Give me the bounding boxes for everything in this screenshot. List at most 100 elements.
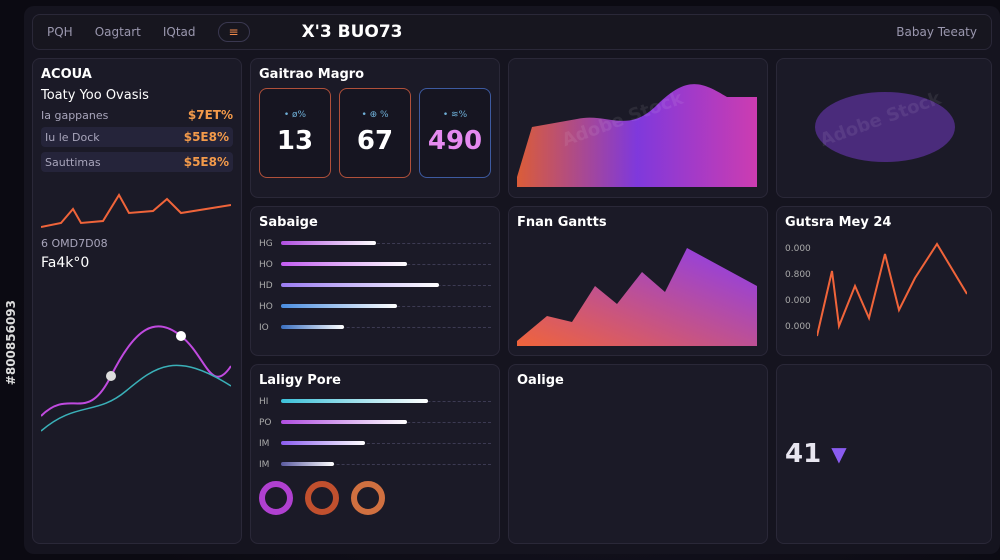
slider-fill	[281, 324, 344, 329]
slider-row[interactable]: PO	[259, 415, 491, 431]
nav-item[interactable]: Oagtart	[94, 25, 141, 39]
slider-track[interactable]	[281, 419, 491, 425]
chart-point	[106, 371, 116, 381]
spike-title: Gutsra Mey 24	[785, 215, 892, 230]
nav-item[interactable]: PQH	[47, 25, 73, 39]
slider-fill	[281, 240, 376, 245]
slider-row[interactable]: IM	[259, 436, 491, 452]
slider-row[interactable]: IO	[259, 320, 491, 336]
area-series	[517, 84, 757, 187]
page-title: X'3 BUO73	[301, 22, 403, 42]
line-chart	[41, 325, 231, 432]
area-series	[517, 248, 757, 346]
slider-track[interactable]	[281, 303, 491, 309]
kpi-panel: Gaitrao Magro • ø% 13 • ⊕ % 67 • ≋% 490	[250, 58, 500, 198]
slider-row[interactable]: HO	[259, 257, 491, 273]
tick-label: 0.000	[785, 296, 811, 306]
tick-label: 0.000	[785, 322, 811, 332]
stat-label: Iu le Dock	[45, 130, 100, 144]
slider-fill	[281, 282, 439, 287]
slider-track[interactable]	[281, 440, 491, 446]
slider-title: Sabaige	[259, 215, 318, 230]
bottom-panel: Oalige	[508, 364, 768, 544]
gradient-area-panel: Adobe Stock	[508, 58, 768, 198]
left-footer: Fa4k°0	[41, 255, 90, 271]
slider-label: IO	[259, 323, 269, 333]
slider-track[interactable]	[281, 398, 491, 404]
kpi-card[interactable]: • ø% 13	[259, 88, 331, 178]
spike-area-panel: Fnan Gantts	[508, 206, 768, 356]
spike-series	[816, 242, 967, 337]
slider-label: IM	[259, 460, 270, 470]
blob	[815, 92, 955, 162]
slider-row[interactable]: HD	[259, 278, 491, 294]
slider-track[interactable]	[281, 461, 491, 467]
slider-fill	[281, 419, 407, 424]
slider-row[interactable]: HG	[259, 236, 491, 252]
slider-label: HO	[259, 302, 273, 312]
tick-label: 0.800	[785, 270, 811, 280]
side-panel: Adobe Stock	[776, 58, 992, 198]
kpi-title: Gaitrao Magro	[259, 67, 365, 82]
kpi-sub: • ⊕ %	[361, 110, 389, 120]
dashboard-screen: PQH Oagtart IQtad ≡ X'3 BUO73 Babay Teea…	[24, 6, 1000, 554]
slider-fill	[281, 303, 397, 308]
mini-stat-panel: 41 ▼	[776, 364, 992, 544]
slider-panel-2: Laligy Pore HI PO IM IM	[250, 364, 500, 544]
chart-point	[176, 331, 186, 341]
stat-value: $5E8%	[183, 130, 229, 144]
stat-row[interactable]: Sauttimas $5E8%	[41, 152, 233, 172]
mini-value: 41	[785, 439, 822, 469]
blob-chart	[815, 92, 955, 162]
left-subtitle: Toaty Yoo Ovasis	[41, 88, 149, 103]
slider-track[interactable]	[281, 324, 491, 330]
kpi-sub: • ø%	[283, 110, 307, 120]
area-chart	[517, 84, 757, 187]
menu-button[interactable]: ≡	[217, 22, 250, 42]
donut	[259, 481, 293, 515]
slider-fill	[281, 461, 334, 466]
filter-dropdown[interactable]: Babay Teeaty	[896, 25, 977, 39]
spike-panel: Gutsra Mey 24 0.000 0.800 0.000 0.000	[776, 206, 992, 356]
kpi-value: 490	[427, 126, 483, 156]
spike-area-chart	[517, 248, 757, 346]
left-title: ACOUA	[41, 67, 92, 82]
tick-label: 0.000	[785, 244, 811, 254]
slider-track[interactable]	[281, 282, 491, 288]
line-series	[41, 364, 231, 432]
slider-track[interactable]	[281, 240, 491, 246]
slider-fill	[281, 440, 365, 445]
watermark-id: #800856093	[4, 300, 18, 386]
spike-chart	[816, 242, 967, 337]
line-series	[41, 325, 231, 417]
nav-item[interactable]: IQtad	[162, 25, 196, 39]
slider-panel-1: Sabaige HG HO HD HO IO	[250, 206, 500, 356]
bottom-label: Oalige	[517, 373, 564, 388]
spark-line	[41, 193, 231, 228]
slider-label: IM	[259, 439, 270, 449]
triangle-icon[interactable]: ▼	[831, 442, 847, 466]
area-title: Fnan Gantts	[517, 215, 607, 230]
slider-label: HG	[259, 239, 273, 249]
kpi-sub: • ≋%	[442, 110, 468, 120]
slider-fill	[281, 261, 407, 266]
stat-row[interactable]: Ia gappanes $7ET%	[41, 108, 233, 122]
kpi-card[interactable]: • ⊕ % 67	[339, 88, 411, 178]
slider-row[interactable]: IM	[259, 457, 491, 473]
stat-value: $7ET%	[187, 108, 233, 122]
top-nav: PQH Oagtart IQtad ≡ X'3 BUO73 Babay Teea…	[32, 14, 992, 50]
slider-row[interactable]: HO	[259, 299, 491, 315]
stat-row[interactable]: Iu le Dock $5E8%	[41, 127, 233, 147]
donut	[305, 481, 339, 515]
slider-title: Laligy Pore	[259, 373, 341, 388]
slider-track[interactable]	[281, 261, 491, 267]
donut	[351, 481, 385, 515]
kpi-card[interactable]: • ≋% 490	[419, 88, 491, 178]
slider-fill	[281, 398, 428, 403]
stat-label: Sauttimas	[45, 155, 101, 169]
stat-label: Ia gappanes	[41, 108, 109, 122]
spark-chart	[41, 193, 231, 228]
left-panel: ACOUA Toaty Yoo Ovasis Ia gappanes $7ET% …	[32, 58, 242, 544]
slider-row[interactable]: HI	[259, 394, 491, 410]
